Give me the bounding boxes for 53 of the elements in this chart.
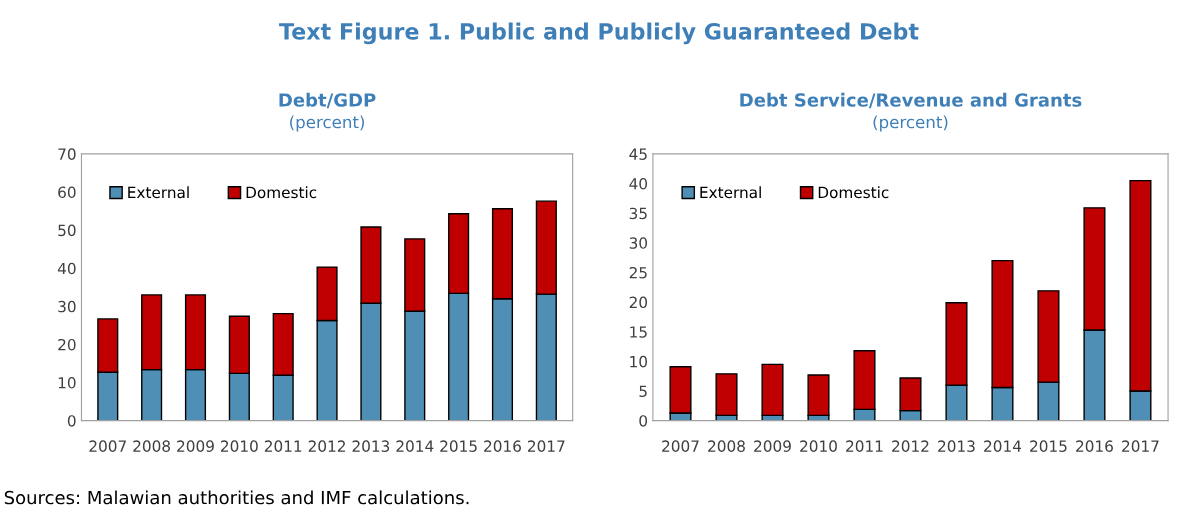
y-tick-label: 30 [58,300,76,313]
x-tick-label: 2013 [352,440,390,452]
chart-subtitle: (percent) [873,115,948,132]
y-tick-label: 20 [629,296,648,309]
legend-label: External [700,186,761,199]
y-tick-label: 10 [630,355,648,368]
y-tick-label: 40 [629,178,648,190]
y-tick-label: 10 [58,377,76,389]
x-tick-label: 2017 [1122,440,1159,452]
y-tick-label: 70 [58,148,76,160]
x-tick-label: 2011 [846,440,883,452]
x-tick-label: 2015 [1030,440,1067,452]
y-tick-label: 45 [629,148,647,160]
x-tick-label: 2017 [528,440,565,452]
bar [715,373,738,417]
x-tick-label: 2010 [221,440,258,452]
chart-subtitle: (percent) [290,115,365,132]
x-tick-label: 2007 [89,440,126,452]
x-tick-label: 2010 [800,440,837,452]
chart-title: Debt Service/Revenue and Grants [740,92,1082,109]
x-tick-label: 2012 [892,440,929,452]
x-tick-label: 2009 [177,440,214,452]
y-tick-label: 5 [639,385,647,398]
x-tick-label: 2008 [708,440,745,452]
bar [761,363,784,417]
y-tick-label: 15 [630,326,647,338]
y-tick-label: 20 [58,338,76,351]
y-tick-label: 60 [58,186,76,199]
chart-title: Debt/GDP [279,92,376,109]
legend-label: Domestic [818,186,889,199]
y-tick-label: 50 [58,224,76,237]
x-tick-label: 2007 [662,440,699,452]
x-tick-label: 2016 [1076,440,1113,452]
x-tick-label: 2015 [440,440,477,452]
y-tick-label: 25 [629,266,647,279]
text: Text Figure 1. Public and Publicly Guaranteed Debt [279,22,919,45]
y-tick-label: 40 [57,262,76,275]
legend-label: External [128,186,189,199]
legend-label: Domestic [246,186,317,199]
x-tick-label: 2013 [938,440,975,452]
source-note: Sources: Malawian authorities and IMF calculations. [4,490,469,505]
x-tick-label: 2014 [396,440,434,452]
y-tick-label: 30 [629,237,648,249]
x-tick-label: 2016 [484,440,521,452]
y-tick-label: 35 [629,207,647,220]
x-tick-label: 2011 [264,440,302,452]
bar [807,374,830,417]
x-tick-label: 2008 [133,440,171,452]
x-tick-label: 2014 [984,440,1022,452]
x-tick-label: 2012 [308,440,345,452]
y-tick-label: 0 [639,415,648,427]
x-tick-label: 2009 [754,440,791,452]
y-tick-label: 0 [67,415,76,427]
